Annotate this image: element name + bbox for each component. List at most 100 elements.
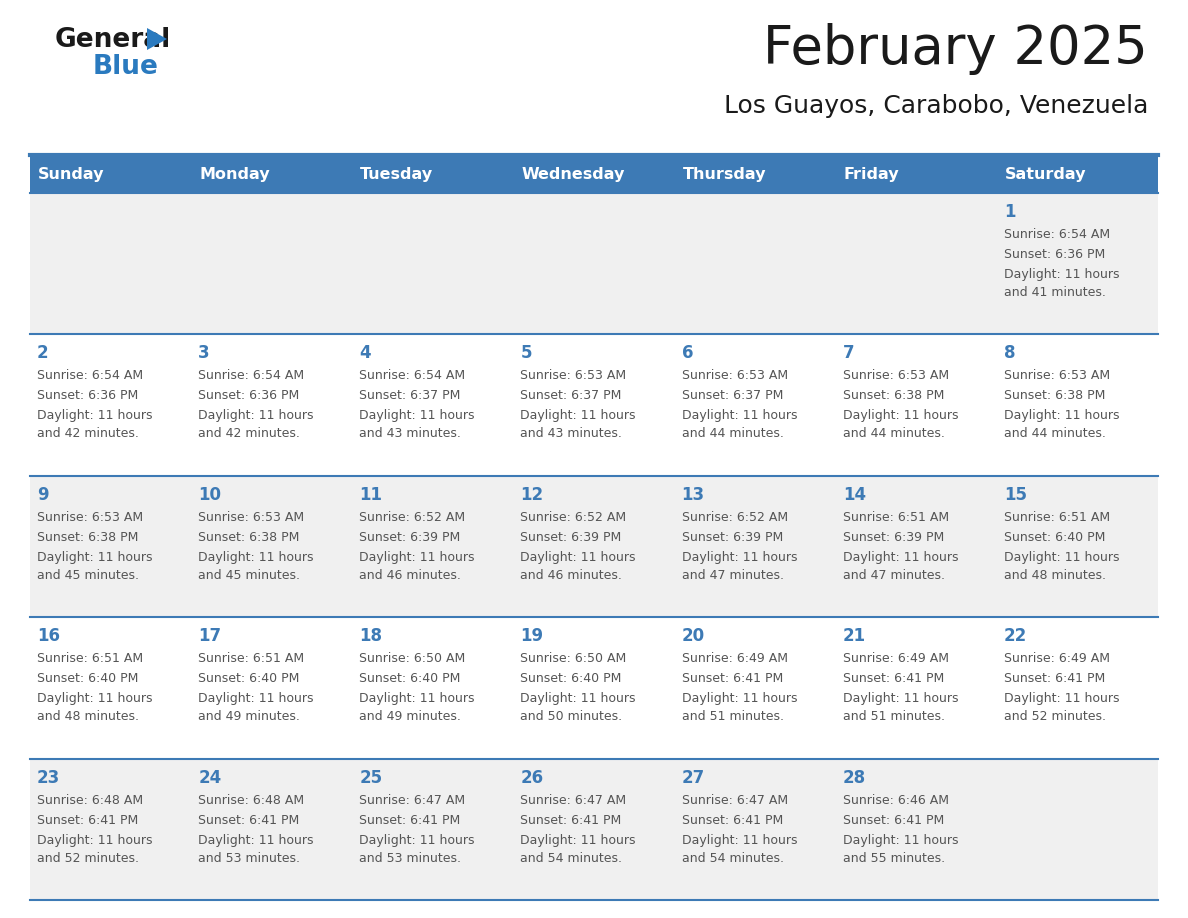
Text: 12: 12: [520, 486, 544, 504]
Text: and 50 minutes.: and 50 minutes.: [520, 711, 623, 723]
Text: Sunrise: 6:54 AM: Sunrise: 6:54 AM: [198, 369, 304, 383]
Text: Daylight: 11 hours: Daylight: 11 hours: [198, 551, 314, 564]
Bar: [353, 617, 513, 758]
Text: Sunset: 6:41 PM: Sunset: 6:41 PM: [682, 672, 783, 685]
Bar: [353, 155, 513, 193]
Text: and 44 minutes.: and 44 minutes.: [842, 428, 944, 441]
Text: Sunrise: 6:54 AM: Sunrise: 6:54 AM: [359, 369, 466, 383]
Text: Sunset: 6:38 PM: Sunset: 6:38 PM: [198, 531, 299, 543]
Text: 24: 24: [198, 768, 221, 787]
Text: Daylight: 11 hours: Daylight: 11 hours: [37, 409, 152, 422]
Bar: [513, 617, 675, 758]
Bar: [353, 334, 513, 476]
Text: Sunset: 6:37 PM: Sunset: 6:37 PM: [520, 389, 621, 402]
Text: 25: 25: [359, 768, 383, 787]
Text: Sunset: 6:37 PM: Sunset: 6:37 PM: [359, 389, 461, 402]
Text: Sunrise: 6:52 AM: Sunrise: 6:52 AM: [359, 510, 466, 524]
Text: Daylight: 11 hours: Daylight: 11 hours: [1004, 409, 1119, 422]
Text: and 47 minutes.: and 47 minutes.: [842, 569, 944, 582]
Text: Sunset: 6:39 PM: Sunset: 6:39 PM: [520, 531, 621, 543]
Bar: [191, 758, 353, 900]
Text: 18: 18: [359, 627, 383, 645]
Text: Sunset: 6:36 PM: Sunset: 6:36 PM: [37, 389, 138, 402]
Bar: [191, 617, 353, 758]
Text: Sunset: 6:40 PM: Sunset: 6:40 PM: [198, 672, 299, 685]
Bar: [30, 155, 191, 193]
Text: 21: 21: [842, 627, 866, 645]
Bar: [675, 334, 835, 476]
Text: Sunrise: 6:53 AM: Sunrise: 6:53 AM: [37, 510, 143, 524]
Text: Sunset: 6:40 PM: Sunset: 6:40 PM: [1004, 531, 1105, 543]
Bar: [30, 758, 191, 900]
Text: Daylight: 11 hours: Daylight: 11 hours: [198, 692, 314, 705]
Text: 27: 27: [682, 768, 704, 787]
Text: 8: 8: [1004, 344, 1016, 363]
Text: Sunset: 6:41 PM: Sunset: 6:41 PM: [359, 813, 461, 826]
Text: Sunset: 6:41 PM: Sunset: 6:41 PM: [520, 813, 621, 826]
Text: February 2025: February 2025: [763, 23, 1148, 75]
Text: 15: 15: [1004, 486, 1026, 504]
Text: 7: 7: [842, 344, 854, 363]
Text: 28: 28: [842, 768, 866, 787]
Text: and 49 minutes.: and 49 minutes.: [198, 711, 301, 723]
Text: Daylight: 11 hours: Daylight: 11 hours: [520, 834, 636, 846]
Text: Tuesday: Tuesday: [360, 166, 434, 182]
Text: Sunset: 6:41 PM: Sunset: 6:41 PM: [682, 813, 783, 826]
Text: Sunset: 6:39 PM: Sunset: 6:39 PM: [842, 531, 944, 543]
Text: Sunrise: 6:50 AM: Sunrise: 6:50 AM: [359, 652, 466, 666]
Text: and 44 minutes.: and 44 minutes.: [1004, 428, 1106, 441]
Bar: [30, 617, 191, 758]
Text: and 44 minutes.: and 44 minutes.: [682, 428, 783, 441]
Bar: [513, 155, 675, 193]
Text: Daylight: 11 hours: Daylight: 11 hours: [842, 551, 959, 564]
Text: and 52 minutes.: and 52 minutes.: [37, 852, 139, 865]
Text: Sunset: 6:41 PM: Sunset: 6:41 PM: [37, 813, 138, 826]
Bar: [513, 193, 675, 334]
Text: Sunset: 6:38 PM: Sunset: 6:38 PM: [842, 389, 944, 402]
Text: Sunset: 6:37 PM: Sunset: 6:37 PM: [682, 389, 783, 402]
Text: Blue: Blue: [93, 54, 159, 80]
Text: 2: 2: [37, 344, 49, 363]
Text: Sunrise: 6:53 AM: Sunrise: 6:53 AM: [842, 369, 949, 383]
Text: Daylight: 11 hours: Daylight: 11 hours: [359, 692, 475, 705]
Text: Daylight: 11 hours: Daylight: 11 hours: [842, 692, 959, 705]
Text: 19: 19: [520, 627, 544, 645]
Text: 11: 11: [359, 486, 383, 504]
Text: 3: 3: [198, 344, 210, 363]
Text: Sunrise: 6:49 AM: Sunrise: 6:49 AM: [842, 652, 949, 666]
Text: Sunrise: 6:53 AM: Sunrise: 6:53 AM: [682, 369, 788, 383]
Bar: [353, 476, 513, 617]
Text: Saturday: Saturday: [1005, 166, 1086, 182]
Text: and 51 minutes.: and 51 minutes.: [842, 711, 944, 723]
Bar: [675, 617, 835, 758]
Text: and 47 minutes.: and 47 minutes.: [682, 569, 784, 582]
Text: Daylight: 11 hours: Daylight: 11 hours: [37, 692, 152, 705]
Text: and 42 minutes.: and 42 minutes.: [37, 428, 139, 441]
Text: Sunrise: 6:47 AM: Sunrise: 6:47 AM: [520, 793, 626, 807]
Text: Los Guayos, Carabobo, Venezuela: Los Guayos, Carabobo, Venezuela: [723, 94, 1148, 118]
Text: 9: 9: [37, 486, 49, 504]
Text: and 41 minutes.: and 41 minutes.: [1004, 286, 1106, 299]
Text: 1: 1: [1004, 203, 1016, 221]
Text: Daylight: 11 hours: Daylight: 11 hours: [520, 551, 636, 564]
Text: Daylight: 11 hours: Daylight: 11 hours: [359, 409, 475, 422]
Text: Sunrise: 6:53 AM: Sunrise: 6:53 AM: [520, 369, 626, 383]
Text: Monday: Monday: [200, 166, 270, 182]
Text: Sunset: 6:38 PM: Sunset: 6:38 PM: [1004, 389, 1105, 402]
Bar: [675, 758, 835, 900]
Text: Sunset: 6:41 PM: Sunset: 6:41 PM: [1004, 672, 1105, 685]
Text: Sunrise: 6:49 AM: Sunrise: 6:49 AM: [1004, 652, 1110, 666]
Text: Sunset: 6:40 PM: Sunset: 6:40 PM: [520, 672, 621, 685]
Text: 6: 6: [682, 344, 693, 363]
Bar: [675, 193, 835, 334]
Text: Sunset: 6:41 PM: Sunset: 6:41 PM: [198, 813, 299, 826]
Bar: [30, 476, 191, 617]
Text: and 51 minutes.: and 51 minutes.: [682, 711, 784, 723]
Text: Sunset: 6:40 PM: Sunset: 6:40 PM: [37, 672, 138, 685]
Text: Daylight: 11 hours: Daylight: 11 hours: [1004, 692, 1119, 705]
Text: and 53 minutes.: and 53 minutes.: [359, 852, 461, 865]
Polygon shape: [147, 28, 168, 50]
Bar: [353, 193, 513, 334]
Text: 16: 16: [37, 627, 61, 645]
Text: Daylight: 11 hours: Daylight: 11 hours: [520, 409, 636, 422]
